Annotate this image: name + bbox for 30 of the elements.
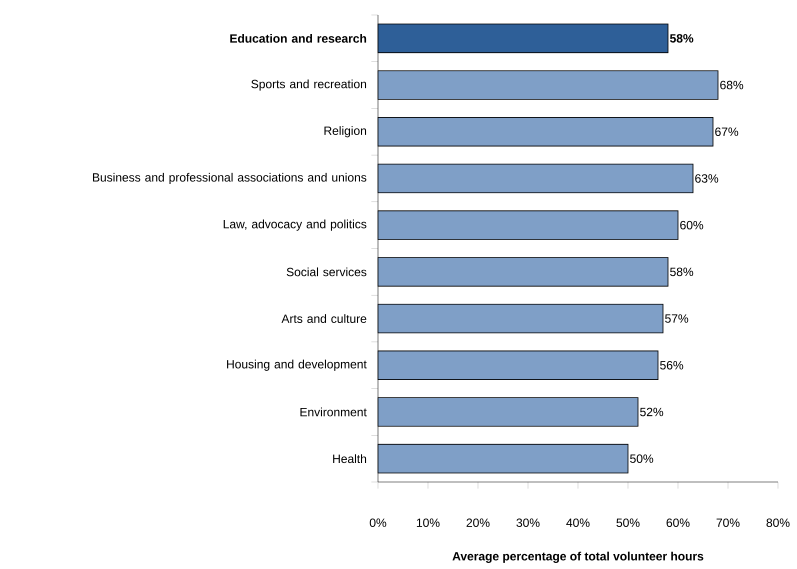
y-tick-label: Environment	[300, 408, 367, 416]
y-tick-label: Education and research	[230, 34, 366, 43]
y-tick-label: Arts and culture	[281, 314, 366, 323]
y-tick-label: Business and professional associations and unions	[92, 172, 366, 184]
y-tick-label: Law, advocacy and politics	[224, 220, 366, 231]
data-label: 63%	[695, 174, 718, 183]
x-tick-label: 30%	[516, 518, 540, 527]
y-tick-label: Health	[333, 454, 366, 464]
x-tick-label: 80%	[766, 518, 790, 527]
data-label: 60%	[680, 220, 704, 230]
y-tick-label: Housing and development	[227, 360, 367, 371]
x-tick-label: 0%	[370, 518, 386, 527]
x-tick-label: 50%	[616, 518, 640, 527]
y-tick-label: Social services	[286, 267, 366, 276]
x-tick-label: 40%	[566, 518, 590, 527]
x-tick-label: 10%	[416, 518, 440, 527]
data-label: 52%	[640, 408, 664, 416]
data-label: 68%	[720, 80, 744, 90]
data-label: 56%	[660, 360, 684, 370]
data-label: 67%	[715, 127, 738, 136]
y-tick-label: Religion	[324, 126, 366, 138]
x-axis-title: Average percentage of total volunteer hours	[452, 552, 704, 563]
x-tick-label: 20%	[466, 518, 490, 527]
data-label: 58%	[670, 34, 694, 43]
data-label: 57%	[665, 314, 688, 323]
data-label: 50%	[630, 454, 654, 463]
x-tick-label: 70%	[716, 518, 740, 527]
x-tick-label: 60%	[666, 518, 690, 527]
y-tick-label: Sports and recreation	[251, 79, 366, 91]
data-label: 58%	[670, 268, 694, 276]
